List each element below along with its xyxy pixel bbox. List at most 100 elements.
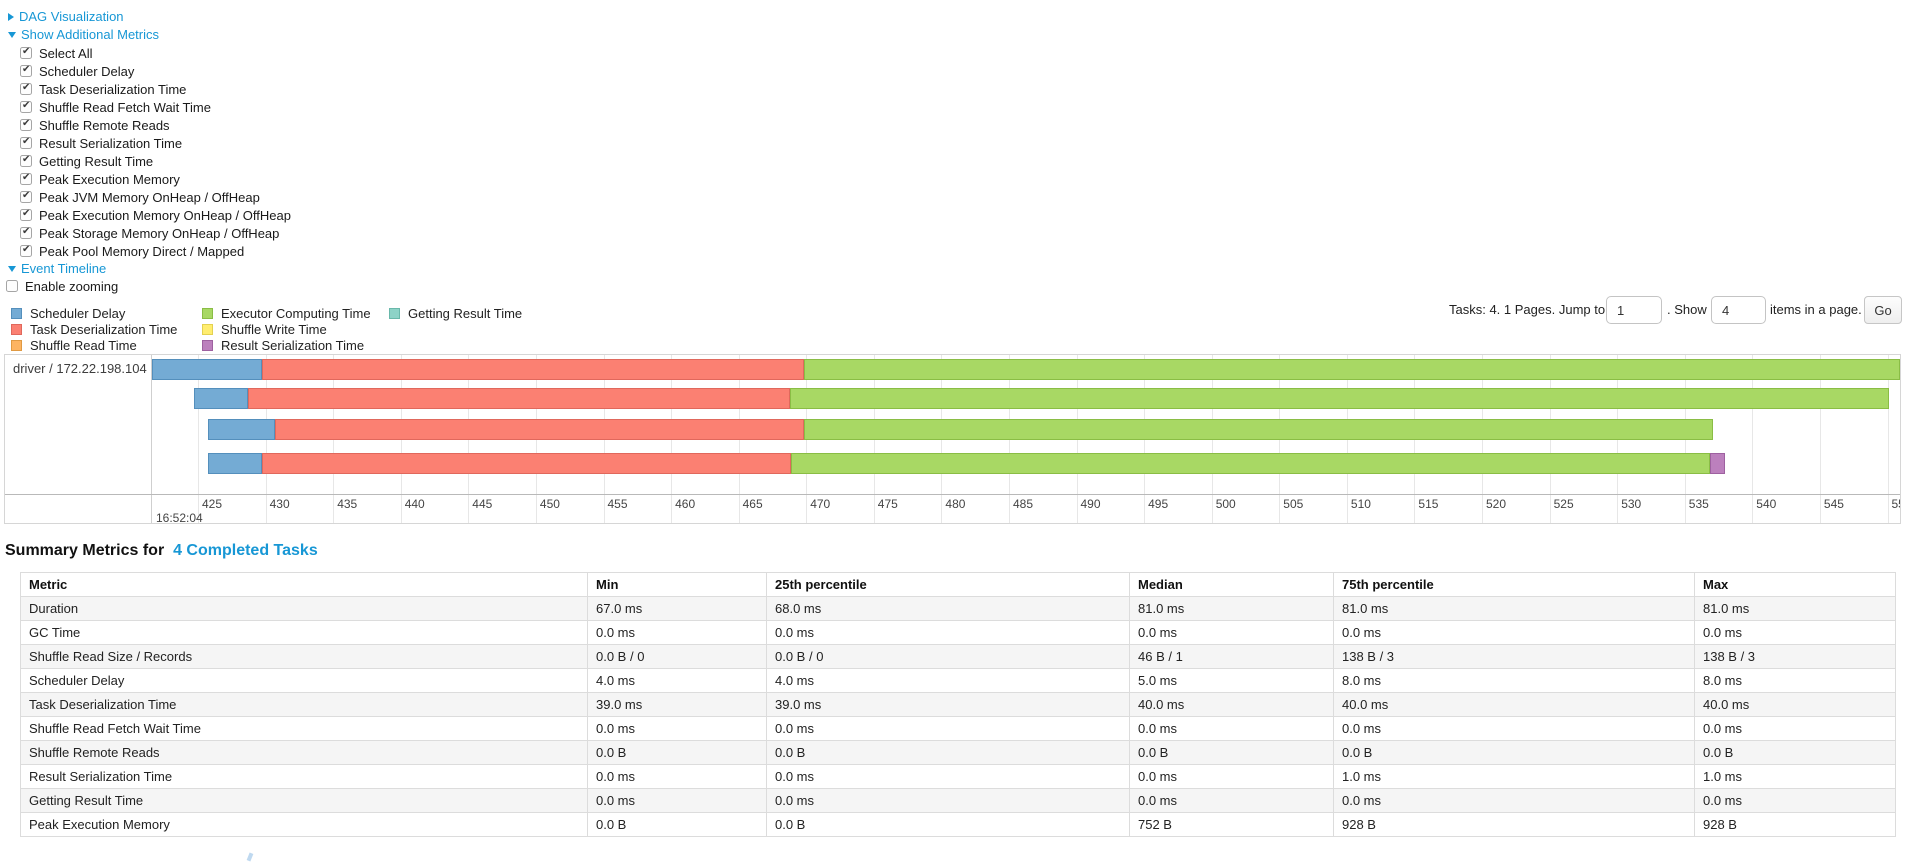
show-text: . Show: [1667, 302, 1707, 317]
metric-checkbox-item[interactable]: Shuffle Read Fetch Wait Time: [20, 98, 291, 116]
scheduler_delay-bar-segment: [207, 453, 262, 474]
table-cell: 0.0 ms: [1333, 620, 1695, 645]
metric-checkbox-item[interactable]: Peak Storage Memory OnHeap / OffHeap: [20, 224, 291, 242]
metric-checkbox-item[interactable]: Scheduler Delay: [20, 62, 291, 80]
enable-zooming-control[interactable]: Enable zooming: [6, 277, 118, 295]
checkbox[interactable]: [20, 208, 32, 221]
partial-cutoff-element: [246, 852, 254, 862]
table-row: Getting Result Time 0.0 ms 0.0 ms 0.0 ms 0.0…: [20, 788, 1896, 813]
checkbox[interactable]: [20, 190, 32, 203]
axis-tick-label: 485: [1013, 497, 1034, 511]
table-cell: 0.0 ms: [587, 764, 767, 789]
table-cell: 0.0 B / 0: [766, 644, 1130, 669]
scheduler_delay-swatch-icon: [11, 307, 22, 319]
scheduler_delay-bar-segment: [152, 359, 262, 380]
table-cell: 68.0 ms: [766, 596, 1130, 621]
summary-title-prefix: Summary Metrics for: [5, 542, 165, 559]
legend-item: Task Deserialization Time: [11, 322, 177, 337]
dag-visualization-toggle[interactable]: DAG Visualization: [8, 9, 124, 25]
table-cell: Shuffle Remote Reads: [20, 740, 588, 765]
summary-metrics-table-wrap: Metric Min 25th percentile Median 75th perce…: [20, 572, 1896, 837]
metric-checkbox-item[interactable]: Peak Execution Memory: [20, 170, 291, 188]
gridline: [1819, 355, 1821, 523]
timeline-axis-line: [5, 494, 1900, 495]
table-cell: 39.0 ms: [766, 692, 1130, 717]
table-row: GC Time 0.0 ms 0.0 ms 0.0 ms 0.0 ms 0.0 ms: [20, 620, 1896, 645]
show-additional-metrics-label: Show Additional Metrics: [21, 27, 160, 42]
table-cell: 928 B: [1333, 812, 1695, 837]
metric-checkbox-item[interactable]: Select All: [20, 44, 291, 62]
chevron-down-icon: [8, 32, 16, 38]
table-cell: 0.0 ms: [766, 788, 1130, 813]
legend-item: Executor Computing Time: [202, 305, 371, 321]
checkbox[interactable]: [20, 154, 32, 167]
metric-checkbox-list: Select All Scheduler Delay Task Deserializ…: [20, 44, 291, 260]
event-timeline-label: Event Timeline: [21, 261, 107, 276]
metric-checkbox-item[interactable]: Task Deserialization Time: [20, 80, 291, 98]
checkbox[interactable]: [20, 82, 32, 95]
table-cell: 40.0 ms: [1129, 692, 1334, 717]
checkbox[interactable]: [20, 46, 32, 59]
checkbox-label: Peak Storage Memory OnHeap / OffHeap: [39, 225, 280, 241]
checkbox[interactable]: [20, 118, 32, 131]
checkbox-label: Scheduler Delay: [39, 63, 135, 79]
table-cell: 5.0 ms: [1129, 668, 1334, 693]
table-cell: 0.0 ms: [1129, 764, 1334, 789]
enable-zooming-checkbox[interactable]: [6, 280, 18, 292]
axis-tick-label: 425: [202, 497, 223, 511]
metric-checkbox-item[interactable]: Result Serialization Time: [20, 134, 291, 152]
checkbox[interactable]: [20, 136, 32, 149]
table-cell: 4.0 ms: [587, 668, 767, 693]
table-cell: 1.0 ms: [1333, 764, 1695, 789]
executor_computing_time-bar-segment: [803, 419, 1714, 440]
legend-item: Getting Result Time: [389, 306, 522, 321]
jump-to-page-input[interactable]: [1606, 296, 1662, 324]
table-cell: 0.0 ms: [1129, 788, 1334, 813]
axis-tick-label: 495: [1148, 497, 1169, 511]
metric-checkbox-item[interactable]: Getting Result Time: [20, 152, 291, 170]
checkbox[interactable]: [20, 244, 32, 257]
metric-checkbox-item[interactable]: Peak Pool Memory Direct / Mapped: [20, 242, 291, 260]
checkbox[interactable]: [20, 100, 32, 113]
checkbox[interactable]: [20, 226, 32, 239]
items-per-page-input[interactable]: [1711, 296, 1766, 324]
axis-tick-label: 475: [877, 497, 898, 511]
table-row: Shuffle Remote Reads 0.0 B 0.0 B 0.0 B 0.0 B…: [20, 740, 1896, 765]
metric-checkbox-item[interactable]: Peak Execution Memory OnHeap / OffHeap: [20, 206, 291, 224]
legend-item: Shuffle Read Time: [11, 338, 177, 353]
table-cell: Duration: [20, 596, 588, 621]
event-timeline-toggle[interactable]: Event Timeline: [8, 261, 106, 277]
axis-tick-label: 490: [1080, 497, 1101, 511]
table-cell: 0.0 ms: [1694, 620, 1896, 645]
legend-label: Result Serialization Time: [221, 337, 365, 353]
table-cell: 138 B / 3: [1333, 644, 1695, 669]
table-cell: 0.0 ms: [1333, 716, 1695, 741]
table-row: Scheduler Delay 4.0 ms 4.0 ms 5.0 ms 8.0 ms 8…: [20, 668, 1896, 693]
metric-checkbox-item[interactable]: Shuffle Remote Reads: [20, 116, 291, 134]
legend-label: Executor Computing Time: [221, 305, 371, 321]
task_deserialization_time-bar-segment: [248, 388, 790, 409]
checkbox-label: Getting Result Time: [39, 153, 154, 169]
checkbox[interactable]: [20, 172, 32, 185]
table-cell: 40.0 ms: [1333, 692, 1695, 717]
column-header: Metric: [20, 572, 588, 597]
show-additional-metrics-toggle[interactable]: Show Additional Metrics: [8, 27, 159, 43]
table-cell: 0.0 B: [1333, 740, 1695, 765]
table-cell: 4.0 ms: [766, 668, 1130, 693]
table-cell: 752 B: [1129, 812, 1334, 837]
executor_computing_time-swatch-icon: [202, 307, 213, 319]
go-button[interactable]: Go: [1864, 296, 1902, 324]
table-row: Peak Execution Memory 0.0 B 0.0 B 752 B 928 …: [20, 812, 1896, 837]
task_deserialization_time-bar-segment: [261, 453, 792, 474]
checkbox[interactable]: [20, 64, 32, 77]
metric-checkbox-item[interactable]: Peak JVM Memory OnHeap / OffHeap: [20, 188, 291, 206]
enable-zooming-label: Enable zooming: [25, 278, 119, 294]
table-cell: 67.0 ms: [587, 596, 767, 621]
table-cell: 0.0 ms: [1694, 788, 1896, 813]
table-cell: 0.0 ms: [1129, 716, 1334, 741]
shuffle_read_time-swatch-icon: [11, 339, 22, 351]
table-cell: 8.0 ms: [1694, 668, 1896, 693]
table-cell: 0.0 B: [587, 740, 767, 765]
legend-column: Executor Computing Time Shuffle Write Tim…: [202, 305, 371, 353]
completed-tasks-link[interactable]: 4 Completed Tasks: [173, 542, 318, 559]
